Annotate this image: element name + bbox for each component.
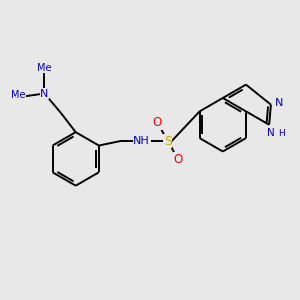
Text: S: S: [164, 135, 172, 148]
Text: Me: Me: [37, 63, 52, 73]
Text: N: N: [267, 128, 274, 138]
Text: H: H: [278, 129, 285, 138]
Text: N: N: [40, 88, 49, 98]
Text: O: O: [174, 153, 183, 166]
Text: N: N: [275, 98, 284, 108]
Text: Me: Me: [11, 90, 26, 100]
Text: O: O: [153, 116, 162, 129]
Text: NH: NH: [133, 136, 150, 146]
